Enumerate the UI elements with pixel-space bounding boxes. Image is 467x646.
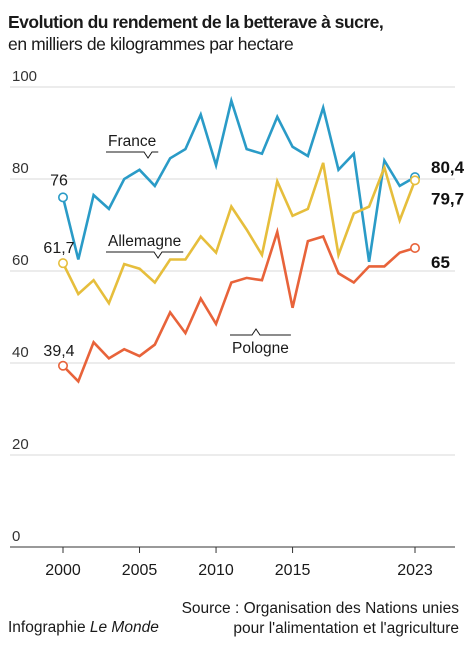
series-name-label-pologne: Pologne: [232, 340, 289, 357]
series-name-underline-france: [106, 151, 159, 159]
x-tick-label: 2000: [45, 562, 81, 579]
end-value-label-france: 80,4: [431, 158, 465, 177]
source-line-2: pour l'alimentation et l'agriculture: [233, 620, 459, 637]
credit-prefix: Infographie: [8, 619, 90, 636]
start-marker-allemagne: [57, 258, 68, 269]
x-tick-label: 2010: [198, 562, 234, 579]
credit: Infographie Le Monde: [8, 619, 159, 637]
series-line-pologne: [61, 226, 417, 384]
y-tick-label: 40: [12, 344, 29, 361]
start-value-label-pologne: 39,4: [43, 343, 74, 360]
x-tick-label: 2005: [122, 562, 158, 579]
chart-title: Evolution du rendement de la betterave à…: [8, 12, 384, 32]
credit-brand: Le Monde: [89, 619, 159, 636]
source-note: Source : Organisation des Nations unies …: [182, 599, 459, 639]
start-value-label-allemagne: 61,7: [43, 240, 74, 257]
source-line-1: Source : Organisation des Nations unies: [181, 600, 459, 617]
y-tick-label: 20: [12, 436, 29, 453]
series-line-france: [61, 95, 417, 262]
end-marker-allemagne: [409, 175, 420, 186]
y-tick-label: 60: [12, 252, 29, 269]
series-name-label-allemagne: Allemagne: [108, 233, 181, 250]
end-value-label-pologne: 65: [431, 253, 450, 272]
series-name-label-france: France: [108, 133, 156, 150]
series-name-underline-pologne: [230, 328, 291, 336]
grid-layer: [10, 86, 455, 553]
y-tick-label: 0: [12, 528, 20, 545]
x-tick-label: 2015: [275, 562, 311, 579]
y-tick-label: 80: [12, 160, 29, 177]
end-value-label-allemagne: 79,7: [431, 189, 464, 208]
y-tick-label: 100: [12, 68, 37, 85]
end-marker-pologne: [409, 243, 420, 254]
start-marker-pologne: [57, 360, 68, 371]
start-marker-france: [57, 192, 68, 203]
series-line-allemagne: [61, 162, 417, 306]
x-tick-label: 2023: [397, 562, 433, 579]
series-layer: [57, 95, 420, 384]
label-layer: 0 20 40 60 80 100 2000 2005 2010 2015 2023 76 80,4 Fr…: [12, 68, 465, 579]
chart-subtitle: en milliers de kilogrammes par hectare: [8, 34, 294, 54]
start-value-label-france: 76: [50, 172, 68, 189]
series-name-underline-allemagne: [106, 251, 184, 259]
